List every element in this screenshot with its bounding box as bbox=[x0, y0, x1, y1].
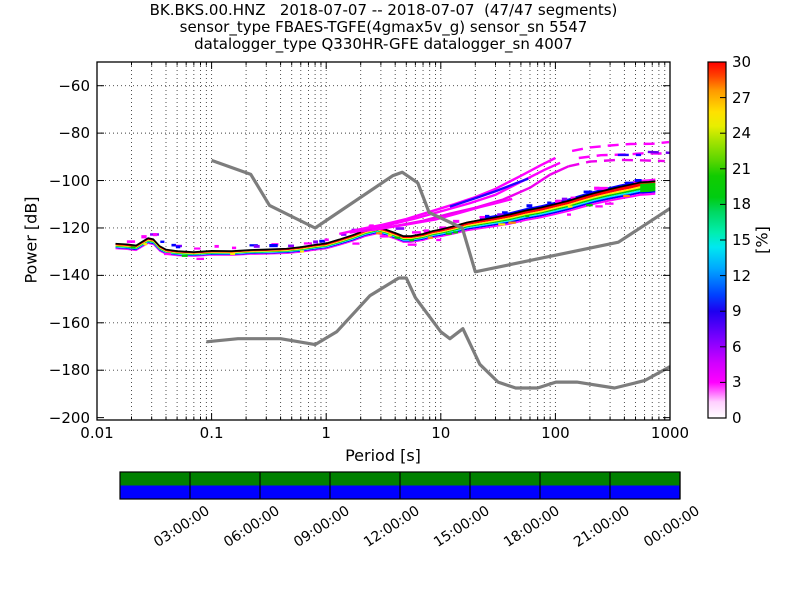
noise-models bbox=[206, 158, 670, 390]
colorbar-tick-label: 15 bbox=[732, 231, 752, 249]
y-tick-label: −180 bbox=[48, 361, 90, 380]
y-tick-label: −100 bbox=[48, 171, 90, 190]
x-tick-label: 0.01 bbox=[80, 424, 114, 442]
y-tick-label: −140 bbox=[48, 266, 90, 285]
x-axis-label: Period [s] bbox=[345, 446, 421, 465]
colorbar-tick-label: 18 bbox=[732, 195, 752, 214]
outlier-traces bbox=[339, 140, 670, 236]
timeline-bar bbox=[119, 471, 681, 500]
plot-title: BK.BKS.00.HNZ 2018-07-07 -- 2018-07-07 (… bbox=[97, 2, 670, 53]
axes-frame bbox=[96, 61, 671, 421]
y-tick-label: −200 bbox=[48, 408, 90, 427]
colorbar bbox=[707, 61, 727, 419]
colorbar-tick-label: 9 bbox=[732, 302, 742, 321]
colorbar-tick-label: 21 bbox=[732, 159, 752, 178]
x-tick-label: 1000 bbox=[650, 424, 690, 442]
nhnm-line bbox=[211, 158, 670, 274]
title-line-sensor: sensor_type FBAES-TGFE(4gmax5v_g) sensor… bbox=[179, 18, 588, 36]
y-tick-label: −120 bbox=[48, 218, 90, 237]
nlnm-line bbox=[206, 276, 670, 390]
histogram-specks bbox=[126, 179, 642, 261]
colorbar-tick-label: 0 bbox=[732, 409, 742, 427]
x-tick-label: 10 bbox=[431, 424, 451, 442]
psd-mode-line bbox=[115, 180, 656, 253]
x-tick-label: 0.1 bbox=[199, 424, 224, 442]
title-line-station: BK.BKS.00.HNZ 2018-07-07 -- 2018-07-07 (… bbox=[149, 1, 618, 19]
colorbar-tick-label: 12 bbox=[732, 266, 752, 285]
x-tick-label: 1 bbox=[321, 424, 331, 442]
y-tick-label: −80 bbox=[58, 124, 90, 143]
colorbar-tick-label: 3 bbox=[732, 373, 742, 392]
x-tick-label: 100 bbox=[541, 424, 570, 442]
y-tick-label: −60 bbox=[58, 76, 90, 95]
colorbar-tick-label: 6 bbox=[732, 337, 742, 356]
colorbar-tick-label: 27 bbox=[732, 88, 752, 107]
colorbar-tick-label: 24 bbox=[732, 124, 752, 143]
title-line-datalogger: datalogger_type Q330HR-GFE datalogger_sn… bbox=[194, 35, 573, 53]
y-tick-label: −160 bbox=[48, 313, 90, 332]
colorbar-tick-label: 30 bbox=[732, 53, 752, 71]
colorbar-label: [%] bbox=[752, 226, 772, 254]
gridlines bbox=[97, 62, 670, 420]
psd-band bbox=[115, 178, 656, 261]
